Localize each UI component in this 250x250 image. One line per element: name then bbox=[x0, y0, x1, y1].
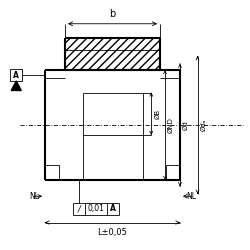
Text: b: b bbox=[110, 9, 116, 19]
Text: Ød: Ød bbox=[183, 120, 189, 130]
Text: NL: NL bbox=[186, 192, 196, 201]
Polygon shape bbox=[11, 81, 21, 90]
Text: ØB: ØB bbox=[154, 109, 160, 119]
Text: Ødₐ: Ødₐ bbox=[200, 119, 206, 131]
Text: 0,01: 0,01 bbox=[88, 204, 105, 213]
Polygon shape bbox=[65, 38, 160, 70]
Bar bbox=[73, 203, 120, 214]
Text: A: A bbox=[110, 204, 116, 213]
Text: /: / bbox=[78, 204, 81, 213]
Text: L±0,05: L±0,05 bbox=[98, 228, 128, 236]
Text: ØND: ØND bbox=[168, 117, 174, 133]
Bar bbox=[10, 69, 22, 81]
Text: A: A bbox=[13, 70, 19, 80]
Text: NL: NL bbox=[29, 192, 39, 201]
FancyBboxPatch shape bbox=[65, 38, 160, 70]
